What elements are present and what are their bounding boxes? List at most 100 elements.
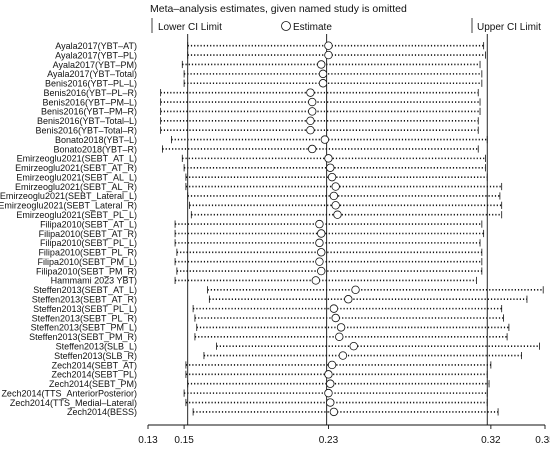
study-row: Zech2014(SEBT_AT) [52,360,492,370]
estimate-marker [329,191,339,201]
study-row: Bonato2018(YBT–L) [55,135,488,145]
x-tick-label: 0.13 [138,435,158,446]
study-row: Steffen2013(SLB_R) [54,351,522,361]
study-row: Bonato2018(YBT–R) [53,144,479,154]
study-label: Emirzeoglu2021(SEBT_Lateral_R) [0,201,137,211]
study-row: Steffen2013(SEBT_AT_R) [32,295,528,305]
study-label: Benis2016(YBT–Total–L) [37,116,137,126]
estimate-marker [324,50,333,60]
legend-lower-label: Lower CI Limit [158,22,222,33]
study-row: Benis2016(YBT–PL–R) [43,88,479,98]
study-row: Emirzeoglu2021(SEBT_AL_R) [15,182,503,192]
study-label: Zech2014(SEBT_PM) [49,379,137,389]
study-label: Filipa2010(SEBT_AT_L) [40,219,137,229]
study-row: Benis2016(YBT–PM–L) [42,97,481,107]
study-label: Zech2014(SEBT_AT) [52,360,137,370]
study-label: Filipa2010(SEBT_PL_R) [38,248,137,258]
study-row: Zech2014(BESS) [67,407,499,417]
estimate-marker [306,126,315,135]
study-row: Filipa2010(SEBT_PM_L) [37,257,483,267]
estimate-marker [336,323,346,332]
estimate-marker [317,248,326,257]
estimate-marker [326,398,335,407]
estimate-marker [308,107,317,116]
estimate-marker [326,379,335,388]
study-row: Steffen2013(SEBT_PM_L) [31,323,510,333]
x-tick-label: 0.15 [174,435,194,446]
study-row: Ayala2017(YBT–Total) [47,69,483,79]
estimate-marker [318,69,328,79]
study-label: Benis2016(YBT–Total–R) [35,126,137,136]
study-row: Emirzeoglu2021(SEBT_PL_L) [16,210,503,220]
x-tick-label: 0.23 [319,435,339,446]
study-label: Steffen2013(SEBT_PM_R) [29,332,137,342]
study-row: Emirzeoglu2021(SEBT_Lateral_R) [0,201,503,211]
study-label: Steffen2013(SLB_R) [54,351,137,361]
estimate-marker [344,295,353,304]
study-row: Steffen2013(SEBT_AT_L) [33,285,544,295]
study-row: Hammami 2023 YBT) [51,276,477,286]
study-label: Emirzeoglu2021(SEBT_AL_L) [16,172,137,182]
study-label: Ayala2017(YBT–PM) [53,60,137,70]
study-row: Benis2016(YBT–Total–L) [37,116,479,126]
estimate-marker [338,351,348,360]
estimate-marker [324,41,333,50]
study-label: Zech2014(TTS_Medial–Lateral) [10,398,137,408]
estimate-marker [306,116,315,126]
study-label: Emirzeoglu2021(SEBT_Lateral_L) [0,191,137,201]
estimate-marker [315,238,324,248]
estimate-marker [335,332,344,341]
estimate-marker [324,388,333,398]
estimate-marker [308,97,317,107]
study-label: Ayala2017(YBT–AT) [55,41,137,51]
study-label: Steffen2013(SEBT_AT_L) [33,285,137,295]
estimate-marker [326,163,335,172]
x-tick-label: 0.35 [535,435,550,446]
estimate-marker [331,182,340,191]
reference-lines [187,34,488,425]
study-label: Emirzeoglu2021(SEBT_PL_L) [16,210,137,220]
study-label: Ayala2017(YBT–PL) [55,50,137,60]
chart-title: Meta–analysis estimates, given named stu… [150,3,407,15]
estimate-marker [331,313,340,323]
estimate-marker [315,257,324,266]
study-label: Benis2016(YBT–PM–R) [41,107,137,117]
study-label: Steffen2013(SEBT_PL_L) [33,304,137,314]
estimate-marker [324,154,333,163]
estimate-marker [327,360,337,370]
study-row: Filipa2010(SEBT_PL_R) [38,248,483,258]
study-row: Emirzeoglu2021(SEBT_Lateral_L) [0,191,501,201]
study-label: Steffen2013(SEBT_PM_L) [31,323,137,333]
study-row: Zech2014(TTS_AnteriorPosterior) [1,388,488,398]
study-label: Steffen2013(SEBT_PL_R) [32,313,137,323]
estimate-marker [308,144,317,154]
legend: Lower CI Limit Estimate Upper CI Limit [151,18,541,33]
study-label: Hammami 2023 YBT) [51,276,137,286]
study-label: Bonato2018(YBT–L) [55,135,137,145]
estimate-marker [315,219,324,229]
study-rows: Ayala2017(YBT–AT)Ayala2017(YBT–PL)Ayala2… [0,41,544,417]
study-label: Benis2016(YBT–PM–L) [42,97,137,107]
study-row: Steffen2013(SLB_L) [56,341,540,351]
study-label: Zech2014(SEBT_PL) [51,370,137,380]
study-label: Ayala2017(YBT–Total) [47,69,137,79]
study-label: Filipa2010(SEBT_PM_L) [37,257,137,267]
study-row: Benis2016(YBT–Total–R) [35,126,479,136]
estimate-marker [306,88,315,97]
study-row: Emirzeoglu2021(SEBT_AT_R) [15,163,486,173]
study-label: Zech2014(TTS_AnteriorPosterior) [1,388,137,398]
estimate-marker [329,304,339,313]
study-row: Filipa2010(SEBT_AT_R) [39,229,485,239]
study-label: Benis2016(YBT–PL–L) [45,79,137,89]
estimate-marker [327,172,337,182]
estimate-marker [329,407,339,417]
study-row: Benis2016(YBT–PL–L) [45,79,483,89]
study-label: Benis2016(YBT–PL–R) [43,88,137,98]
study-row: Zech2014(TTS_Medial–Lateral) [10,398,488,408]
study-row: Steffen2013(SEBT_PL_R) [32,313,504,323]
study-label: Filipa2010(SEBT_AT_R) [39,229,137,239]
estimate-marker [331,201,340,210]
estimate-marker [324,370,333,379]
study-row: Filipa2010(SEBT_PM_R) [36,266,483,276]
